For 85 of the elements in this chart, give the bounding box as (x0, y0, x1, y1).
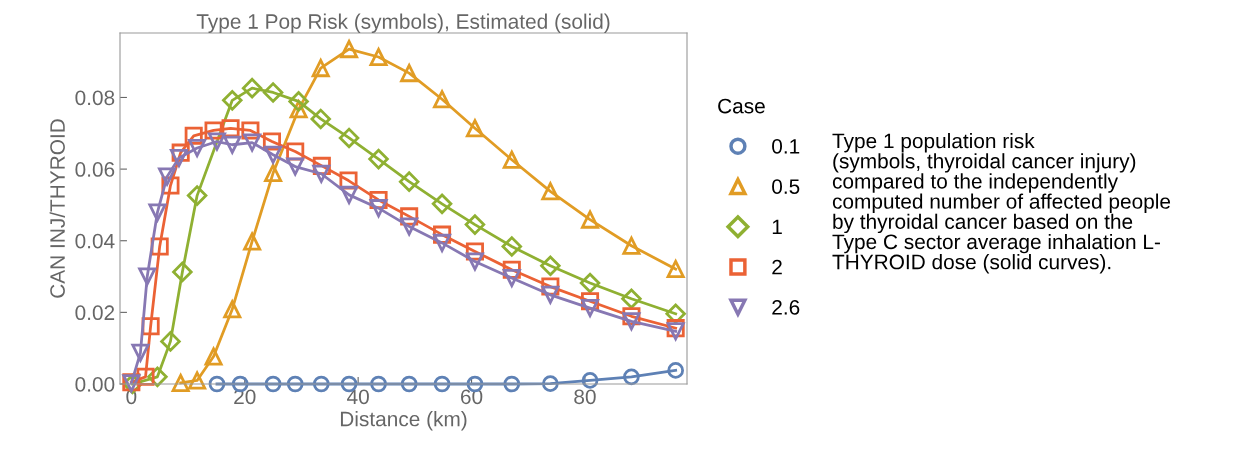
legend-label: 2.6 (772, 299, 800, 315)
point (241, 77, 263, 99)
point (581, 372, 599, 389)
point (465, 252, 484, 271)
point (243, 232, 262, 251)
y-tick-label: 0.04 (75, 233, 115, 249)
point (621, 288, 642, 309)
point (262, 82, 284, 103)
legend-title: Case (718, 98, 765, 114)
point (666, 260, 685, 279)
point (542, 375, 559, 392)
point (160, 331, 181, 352)
legend-label: 1 (772, 219, 782, 235)
legend-label: 2 (772, 259, 782, 275)
point (502, 150, 521, 169)
y-tick-label: 0.06 (75, 162, 115, 177)
point (580, 208, 600, 229)
point (431, 193, 453, 215)
y-tick-label: 0.08 (75, 90, 115, 106)
point (338, 127, 360, 149)
point (311, 59, 330, 78)
y-axis-title: CAN INJ/THYROID (49, 119, 65, 298)
point (398, 171, 420, 192)
y-tick-label: 0.02 (75, 305, 115, 321)
point (148, 203, 167, 222)
point (204, 347, 223, 366)
point (223, 300, 242, 319)
point (138, 267, 157, 286)
point (622, 312, 641, 331)
point (370, 375, 387, 393)
point (171, 373, 190, 392)
point (310, 108, 331, 130)
point (433, 375, 451, 393)
point (667, 362, 684, 379)
point (369, 47, 388, 67)
point (400, 64, 419, 83)
point (433, 233, 452, 252)
point (188, 138, 207, 157)
point (222, 90, 243, 111)
point (464, 214, 486, 235)
point (369, 199, 388, 218)
point (581, 299, 600, 318)
point (207, 132, 226, 151)
point (465, 119, 484, 138)
legend-label: 0.5 (772, 179, 800, 194)
point (172, 261, 193, 283)
point (579, 272, 601, 294)
point (433, 90, 452, 109)
point (264, 145, 283, 164)
point (340, 185, 359, 204)
point (541, 182, 560, 201)
point (131, 343, 150, 362)
point (312, 375, 330, 393)
point (169, 148, 188, 168)
point (243, 133, 262, 152)
point (400, 217, 419, 236)
point (264, 164, 283, 183)
point (312, 164, 331, 183)
point (501, 236, 523, 257)
point (186, 185, 208, 206)
point (340, 40, 359, 59)
point (286, 157, 305, 176)
point (188, 371, 207, 390)
point (623, 368, 640, 386)
point (288, 91, 309, 112)
point (503, 375, 521, 393)
point (368, 148, 389, 170)
chart-title: Type 1 Pop Risk (symbols), Estimated (solid) (196, 13, 610, 33)
point (223, 135, 242, 154)
point (264, 375, 282, 393)
point (158, 167, 177, 186)
point (541, 285, 560, 304)
point (286, 375, 304, 393)
point (502, 268, 521, 288)
point (540, 255, 561, 277)
x-tick-label: 80 (574, 389, 596, 405)
x-axis-title: Distance (km) (340, 411, 467, 431)
point (221, 119, 240, 138)
text: Type 1 population risk (symbols, thyroidal cancer injury) compared to the independently computed number of affected people by thyroidal cancer based on the Type C sector average inhalation L- THYROID dose (solid curves). (832, 133, 1171, 274)
x-tick-label: 40 (347, 389, 369, 405)
y-tick-label: 0.00 (75, 377, 115, 392)
point (622, 236, 641, 255)
legend-label: 0.1 (772, 138, 800, 154)
point (208, 375, 226, 393)
point (400, 375, 418, 393)
